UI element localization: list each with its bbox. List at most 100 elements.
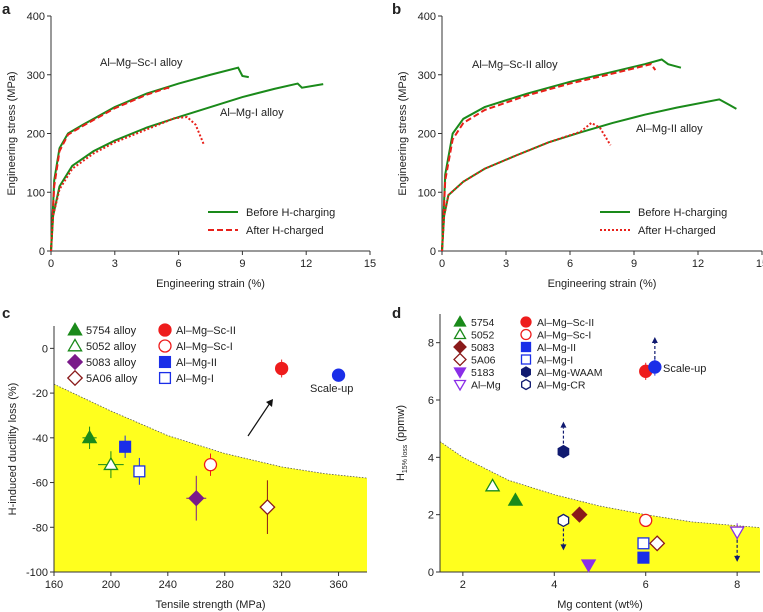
y-tick-label: 300 [418,70,436,82]
x-tick-label: 0 [48,258,54,270]
scale-up-label: Scale-up [663,363,706,375]
x-tick-label: 2 [460,579,466,591]
x-tick-label: 15 [364,258,376,270]
data-point-al-mg-ii [637,551,650,564]
yellow-region [54,384,367,572]
y-axis-label: Engineering stress (MPa) [397,71,409,195]
y-tick-label: 8 [428,338,434,350]
region-boundary [53,383,368,479]
legend-label: 5A06 [471,355,496,367]
x-tick-label: 6 [643,579,649,591]
marker [557,444,570,459]
x-tick-label: 3 [112,258,118,270]
marker [274,361,289,376]
data-point-5a06-alloy [259,480,276,534]
series-line-0 [441,58,682,252]
legend-marker [453,340,467,354]
marker [188,490,205,507]
marker [484,478,501,492]
y-axis-label: Engineering stress (MPa) [6,71,18,195]
data-point-al-mg-sc-i [639,513,653,528]
legend-marker [520,316,532,328]
panel-b: 0 3 6 9 12 15 0 100 200 300 400 Engineering strain … [397,11,763,290]
marker [133,465,146,478]
legend-label: 5754 [471,317,495,329]
y-tick-label: 200 [27,129,45,141]
legend-marker [520,354,532,365]
y-axis-label-sub: 15% loss [402,444,409,473]
curve-label: Al–Mg–Sc-II alloy [472,59,558,71]
data-point-5052 [484,478,501,492]
data-point-5754 [507,492,524,506]
panel-letter-c: c [2,305,10,322]
y-axis-label: H-induced ductility loss (%) [7,383,19,516]
legend-marker [66,369,84,387]
x-tick-label: 6 [567,258,573,270]
legend-label: Al–Mg-II [176,357,217,369]
data-point-al-mg-sc-ii [274,359,289,378]
legend-label: Before H-charging [638,207,727,219]
legend-label: 5083 alloy [86,357,137,369]
y-tick-label: 300 [27,70,45,82]
x-tick-label: 360 [329,579,347,591]
data-point-5083 [571,506,588,523]
data-point-5052-alloy [98,451,124,479]
x-tick-label: 9 [631,258,637,270]
data-point-al-mg-i [133,457,146,485]
legend-label: 5A06 alloy [86,373,138,385]
marker [557,513,570,528]
y-tick-label: 0 [39,246,45,258]
data-point-5183 [580,559,597,573]
legend-label: Al–Mg–Sc-I [176,341,233,353]
x-tick-label: 320 [272,579,290,591]
legend-marker [158,339,172,353]
region-boundary [439,441,761,528]
y-tick-label: 100 [27,187,45,199]
data-point-al-mg [729,523,745,562]
arrow-head-icon [560,421,567,428]
panel-letter-d: d [392,305,401,322]
y-axis-label-unit: (ppmw) [395,405,407,445]
marker [103,456,119,471]
y-tick-label: 100 [418,187,436,199]
legend-marker [521,378,531,391]
data-point-al-mg-cr [557,513,570,551]
x-tick-label: 200 [102,579,120,591]
marker [81,429,98,444]
x-axis-label: Engineering strain (%) [156,278,265,290]
y-tick-label: -40 [32,433,48,445]
legend-label: Before H-charging [246,207,335,219]
y-tick-label: 0 [430,246,436,258]
legend-marker [453,379,467,392]
marker [507,492,524,506]
y-tick-label: -80 [32,522,48,534]
y-axis-label-main: Engineering stress (MPa) [397,71,409,195]
legend-marker [453,367,467,379]
x-axis-label: Mg content (wt%) [557,599,643,611]
data-point-al-mg-ii [119,435,132,458]
x-tick-label: 12 [692,258,704,270]
legend-marker [66,353,84,371]
y-axis-label-main: Engineering stress (MPa) [6,71,18,195]
legend-label: Al–Mg-CR [537,380,586,392]
legend-marker [520,328,532,341]
legend-marker [453,315,467,327]
marker [637,551,650,564]
curve-label: Al–Mg-I alloy [220,107,284,119]
legend-label: 5754 alloy [86,325,137,337]
marker [729,526,745,540]
legend-marker [158,355,172,369]
panel-a: 0 3 6 9 12 15 0 100 200 300 400 Engineering strain … [6,11,376,290]
data-point-al-mg-i [637,537,650,550]
y-tick-label: -20 [32,388,48,400]
panel-letter-a: a [2,1,11,18]
legend-label: Al–Mg [471,380,501,392]
trend-arrow-head-icon [266,399,273,407]
legend-label: 5183 [471,367,495,379]
data-point-al-mg-sc-i [203,453,218,476]
y-tick-label: 200 [418,129,436,141]
trend-arrow [247,402,271,437]
y-tick-label: 0 [428,567,434,579]
panel-c: 160 200 240 280 320 360 -100 -80 -60 -40 -20 0 Tensi… [7,322,368,611]
data-point-5083-alloy [186,475,207,521]
